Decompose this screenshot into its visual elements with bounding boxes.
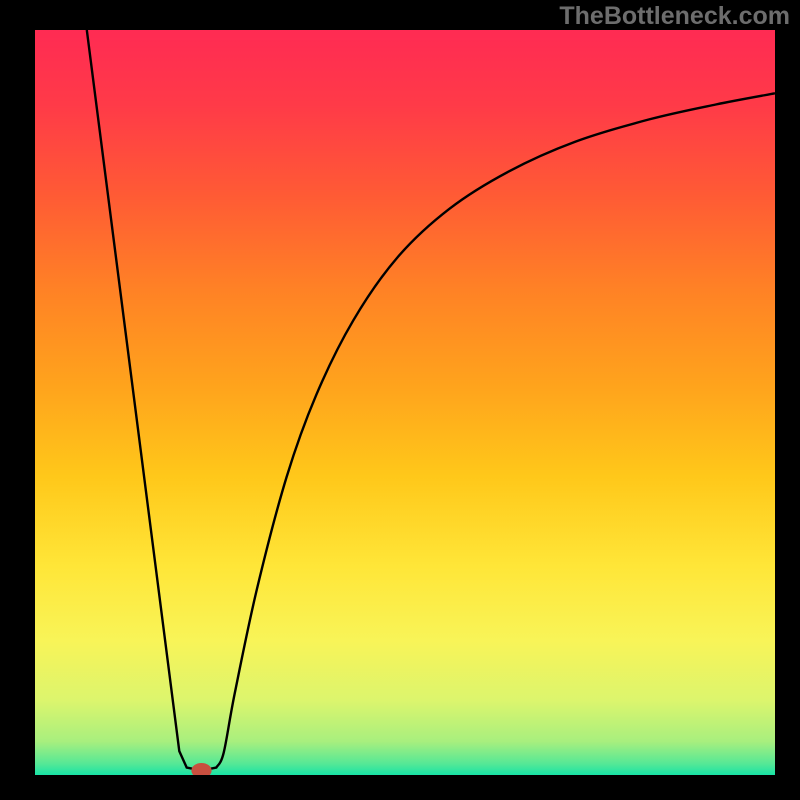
- watermark-text: TheBottleneck.com: [559, 2, 790, 31]
- chart-background: [35, 30, 775, 775]
- bottleneck-chart: [35, 30, 775, 775]
- optimal-point-marker: [192, 763, 211, 775]
- chart-frame: TheBottleneck.com: [0, 0, 800, 800]
